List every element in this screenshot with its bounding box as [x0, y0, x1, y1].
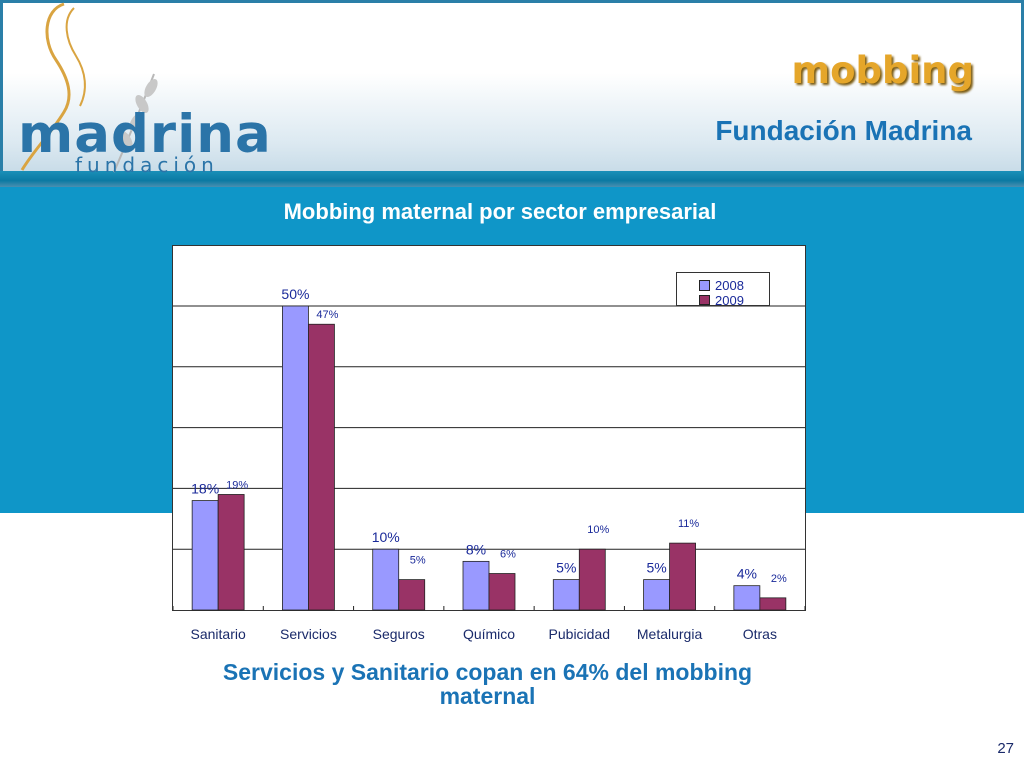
legend-label-2009: 2009	[715, 294, 744, 305]
data-label-2009-seguros: 5%	[410, 555, 426, 567]
bar-2009-seguros	[398, 579, 426, 611]
chart-legend: 2008 2009	[676, 272, 770, 306]
chart-title: Mobbing maternal por sector empresarial	[283, 199, 717, 224]
bar-2009-pubicidad	[578, 548, 606, 611]
x-label-químico: Químico	[462, 626, 516, 642]
x-label-seguros: Seguros	[372, 626, 425, 642]
legend-label-2008: 2008	[715, 278, 744, 293]
note-line-1: Servicios y Sanitario copan en 64% del m…	[222, 659, 753, 685]
chart-svg: 18% 19% 50% 47% 10% 5% 8% 6% 5% 10% 5% 11% 4% 2%	[173, 286, 806, 611]
logo-subtext: fundación	[75, 153, 219, 177]
logo-figure-icon	[20, 2, 158, 173]
data-label-2009-químico: 6%	[500, 549, 516, 561]
x-label-otras: Otras	[742, 626, 777, 642]
logo-wordmark: madrina	[18, 104, 272, 165]
page-number: 27	[997, 740, 1014, 757]
bar-2009-otras	[759, 597, 787, 611]
legend-swatch-2009	[699, 295, 710, 305]
x-label-pubicidad: Pubicidad	[548, 626, 611, 642]
data-label-2008-sanitario: 18%	[191, 481, 219, 497]
slide-title: mobbing	[791, 49, 974, 92]
legend-swatch-2008	[699, 280, 710, 291]
data-label-2009-servicios: 47%	[316, 309, 338, 321]
header-bar	[0, 171, 1024, 187]
bar-2009-metalurgia	[669, 542, 696, 611]
x-label-sanitario: Sanitario	[190, 626, 246, 642]
bar-2008-sanitario	[191, 500, 219, 611]
bar-2009-servicios	[308, 323, 335, 611]
bar-2008-pubicidad	[552, 579, 580, 611]
header-panel	[0, 0, 1024, 178]
bar-2008-metalurgia	[643, 579, 670, 611]
chart-note: Servicios y Sanitario copan en 64% del m…	[0, 660, 975, 708]
data-label-2009-pubicidad: 10%	[587, 524, 609, 536]
data-label-2008-seguros: 10%	[372, 529, 400, 545]
slide-subtitle: Fundación Madrina	[715, 115, 972, 146]
bar-2009-sanitario	[217, 494, 245, 611]
data-label-2008-pubicidad: 5%	[556, 560, 576, 576]
bar-2008-seguros	[372, 548, 400, 611]
note-line-2: maternal	[439, 683, 536, 709]
chart-plot-area: 18% 19% 50% 47% 10% 5% 8% 6% 5% 10% 5% 11% 4% 2%	[172, 245, 806, 611]
data-label-2008-servicios: 50%	[281, 286, 309, 302]
bar-2008-servicios	[282, 305, 309, 611]
data-label-2008-químico: 8%	[466, 541, 486, 557]
madrina-logo	[4, 0, 214, 188]
data-label-2009-metalurgia: 11%	[678, 518, 699, 530]
data-label-2008-otras: 4%	[737, 566, 757, 582]
bar-2009-químico	[488, 573, 516, 611]
bar-2008-otras	[733, 585, 761, 611]
data-label-2009-otras: 2%	[771, 573, 787, 585]
data-label-2009-sanitario: 19%	[226, 479, 248, 491]
x-label-metalurgia: Metalurgia	[636, 626, 703, 642]
data-label-2008-metalurgia: 5%	[646, 560, 666, 576]
bar-2008-químico	[462, 560, 490, 611]
x-label-servicios: Servicios	[280, 626, 337, 642]
